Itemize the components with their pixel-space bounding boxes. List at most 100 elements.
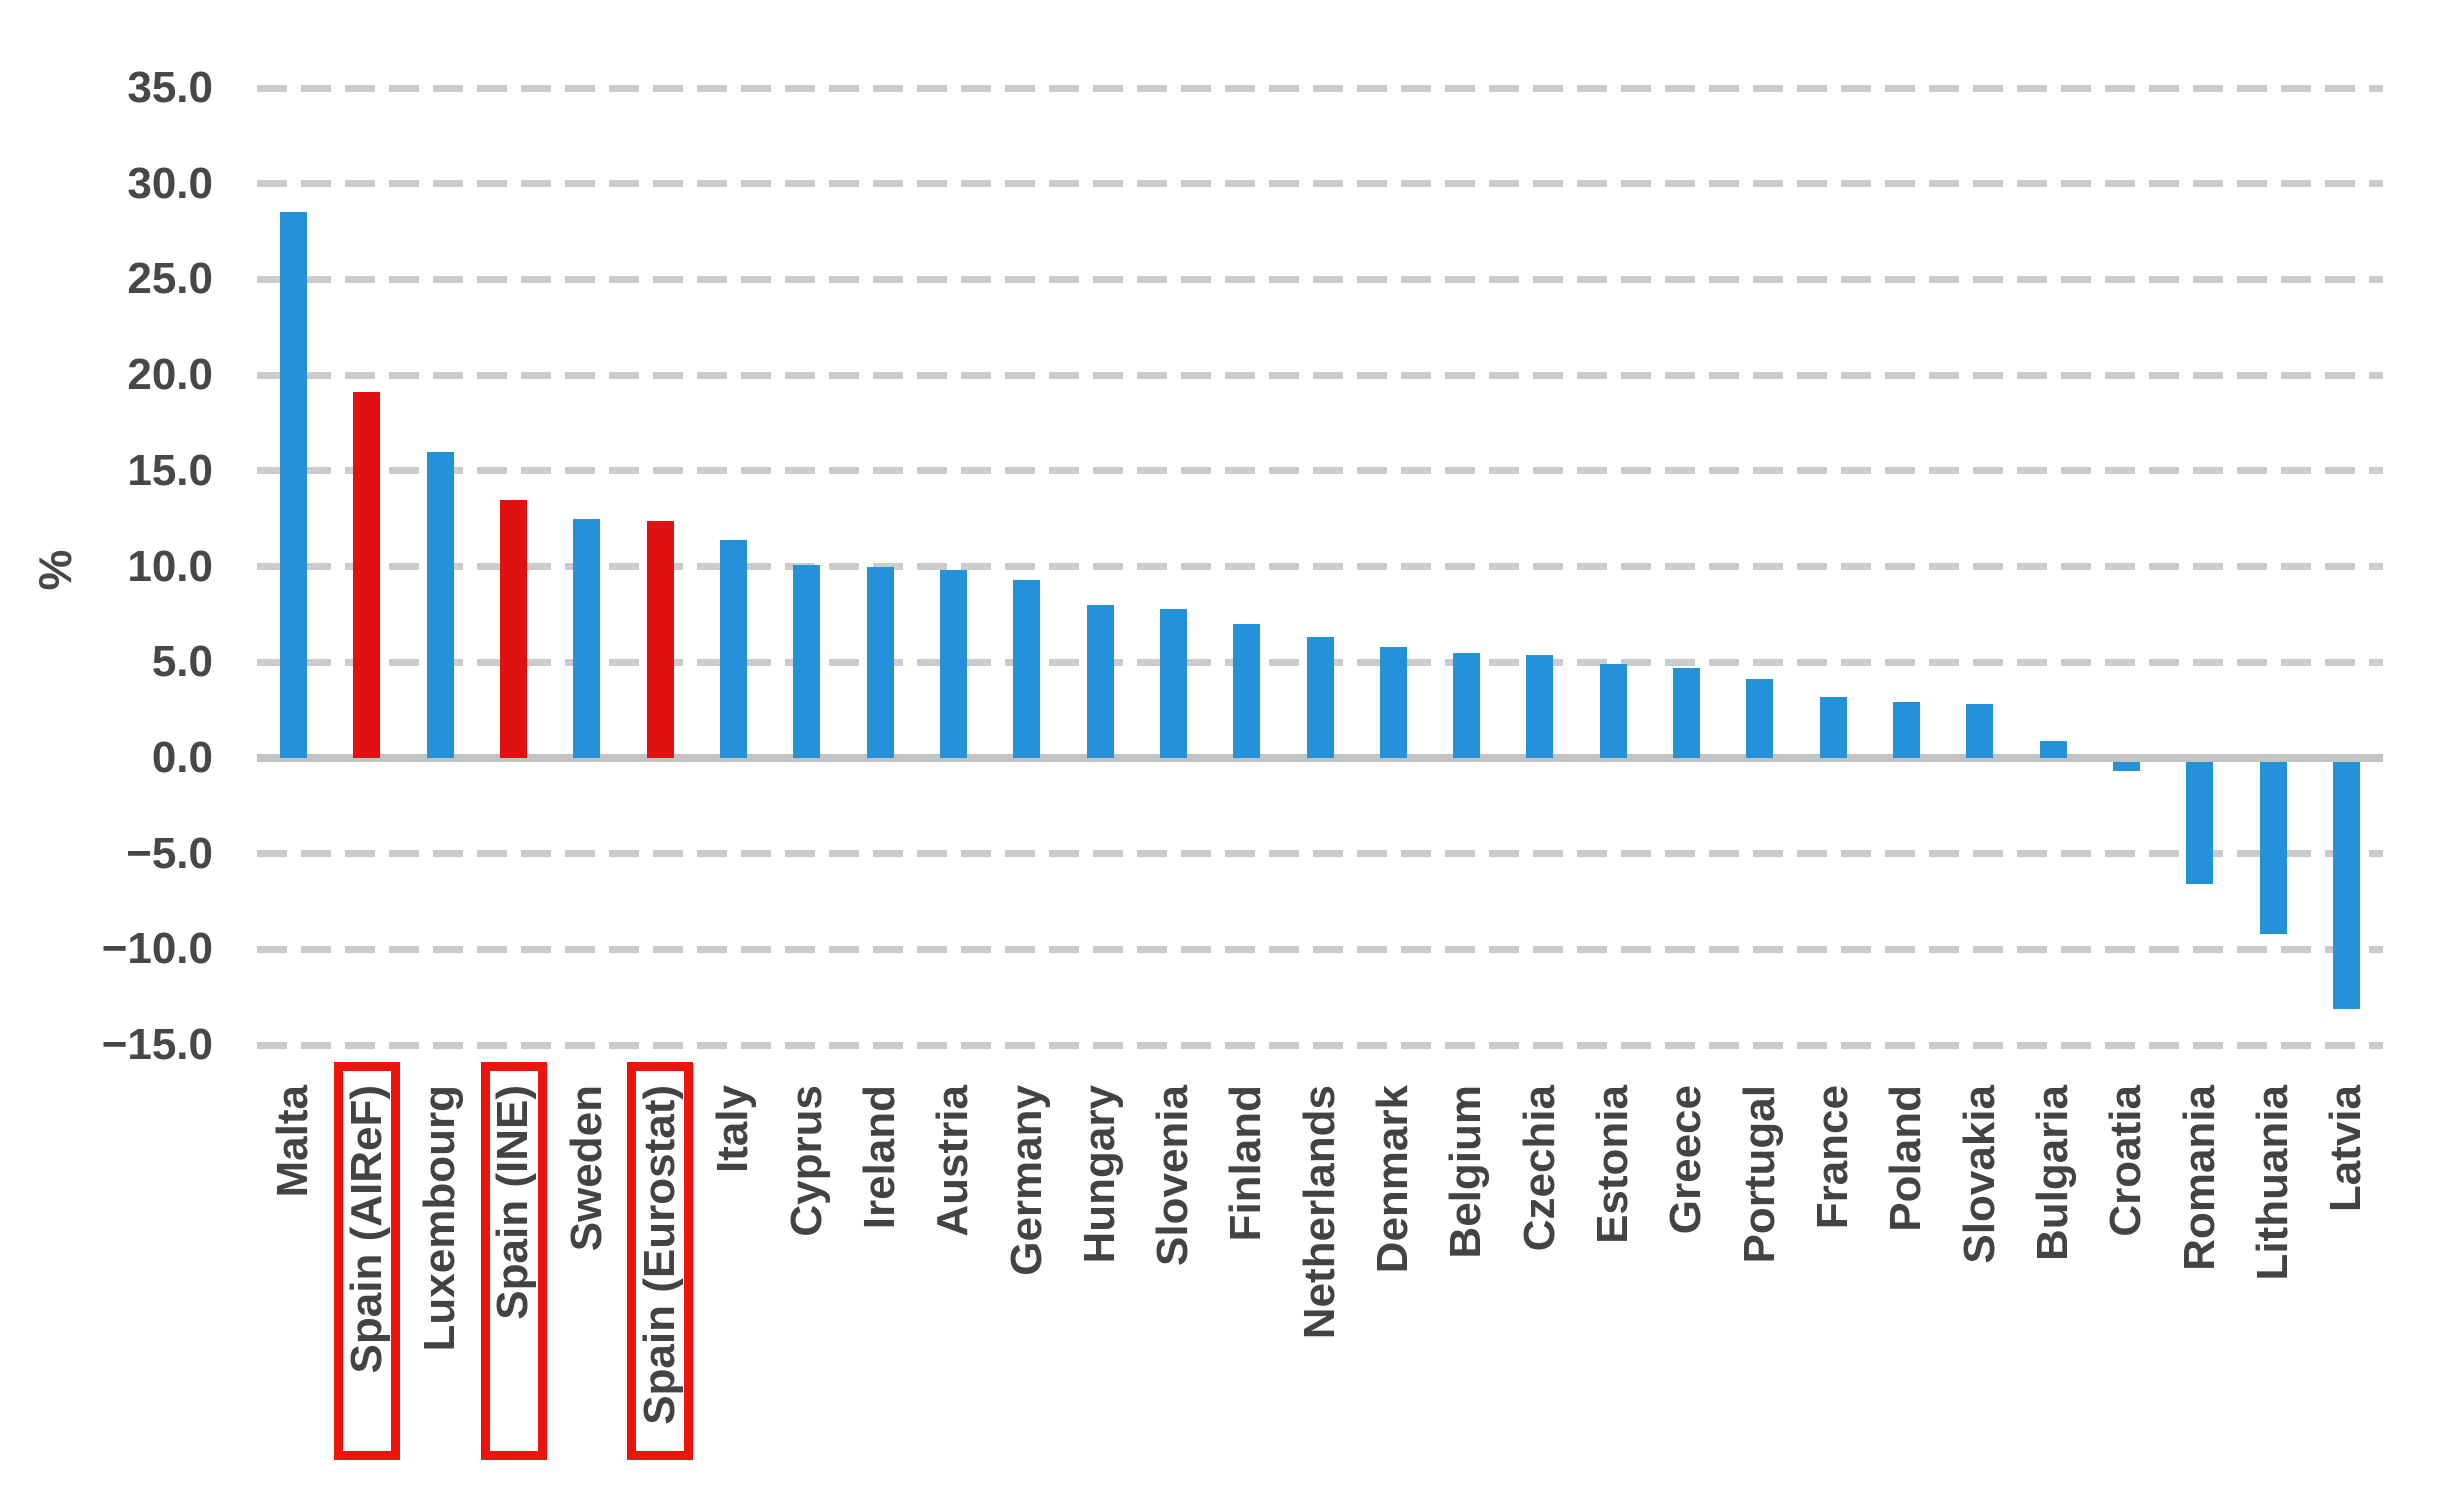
bar-netherlands <box>1306 637 1334 758</box>
bar-cyprus <box>793 564 821 758</box>
bar-germany <box>1013 579 1041 758</box>
gridline-25 <box>257 275 2383 283</box>
bar-spain-ine <box>500 499 528 758</box>
x-label-sweden: Sweden <box>561 1085 611 1252</box>
gridline-20 <box>257 371 2383 379</box>
bar-ireland <box>866 566 894 758</box>
y-tick-label-5: 5.0 <box>151 637 213 687</box>
bar-latvia <box>2332 761 2360 1009</box>
bar-czechia <box>1526 654 1554 758</box>
x-label-czechia: Czechia <box>1514 1085 1564 1252</box>
x-label-latvia: Latvia <box>2321 1085 2371 1213</box>
x-label-slovakia: Slovakia <box>1954 1085 2004 1264</box>
bar-slovenia <box>1159 608 1187 758</box>
bar-belgium <box>1453 652 1481 758</box>
x-label-cell-austria: Austria <box>917 1085 990 1505</box>
bar-bulgaria <box>2039 740 2067 758</box>
x-label-cell-greece: Greece <box>1650 1085 1723 1505</box>
x-label-cell-croatia: Croatia <box>2090 1085 2163 1505</box>
zero-axis-line <box>257 753 2383 762</box>
highlight-box-spain-eurostat <box>627 1062 694 1460</box>
x-label-cell-cyprus: Cyprus <box>770 1085 843 1505</box>
x-label-cell-germany: Germany <box>990 1085 1063 1505</box>
x-label-cell-netherlands: Netherlands <box>1283 1085 1356 1505</box>
gridline-30 <box>257 180 2383 188</box>
bar-spain-eurostat <box>646 520 674 758</box>
y-tick-label-25: 25.0 <box>127 254 213 304</box>
x-label-bulgaria: Bulgaria <box>2027 1085 2077 1262</box>
bar-italy <box>720 539 748 758</box>
x-label-belgium: Belgium <box>1441 1085 1491 1259</box>
x-label-cell-spain-eurostat: Spain (Eurostat) <box>624 1085 697 1505</box>
highlight-box-spain-ine <box>480 1062 547 1460</box>
x-label-cell-poland: Poland <box>1870 1085 1943 1505</box>
x-label-cell-bulgaria: Bulgaria <box>2016 1085 2089 1505</box>
x-label-cell-malta: Malta <box>257 1085 330 1505</box>
bar-austria <box>939 570 967 758</box>
x-label-germany: Germany <box>1001 1085 1051 1276</box>
bar-slovakia <box>1966 704 1994 758</box>
bar-romania <box>2186 761 2214 885</box>
x-label-cell-italy: Italy <box>697 1085 770 1505</box>
bar-hungary <box>1086 604 1114 758</box>
x-label-cell-romania: Romania <box>2163 1085 2236 1505</box>
bar-croatia <box>2112 761 2140 772</box>
x-label-croatia: Croatia <box>2101 1085 2151 1237</box>
x-label-cell-belgium: Belgium <box>1430 1085 1503 1505</box>
y-tick-label-35: 35.0 <box>127 63 213 112</box>
y-tick-label-20: 20.0 <box>127 350 213 400</box>
x-label-cell-lithuania: Lithuania <box>2236 1085 2309 1505</box>
x-label-luxembourg: Luxembourg <box>415 1085 465 1352</box>
bar-poland <box>1892 702 1920 758</box>
x-label-netherlands: Netherlands <box>1294 1085 1344 1340</box>
x-label-cell-hungary: Hungary <box>1063 1085 1136 1505</box>
x-label-spain-airef: Spain (AIReF) <box>341 1085 391 1374</box>
x-label-denmark: Denmark <box>1368 1085 1418 1274</box>
x-label-cell-spain-ine: Spain (INE) <box>477 1085 550 1505</box>
x-label-cell-slovenia: Slovenia <box>1137 1085 1210 1505</box>
x-label-greece: Greece <box>1661 1085 1711 1235</box>
x-label-cell-luxembourg: Luxembourg <box>404 1085 477 1505</box>
bar-sweden <box>573 518 601 758</box>
y-tick-label--10: −10.0 <box>101 924 213 974</box>
x-label-finland: Finland <box>1221 1085 1271 1242</box>
x-label-romania: Romania <box>2174 1085 2224 1271</box>
y-tick-label-15: 15.0 <box>127 445 213 495</box>
x-label-estonia: Estonia <box>1588 1085 1638 1244</box>
x-label-cell-estonia: Estonia <box>1577 1085 1650 1505</box>
gridline--10 <box>257 945 2383 953</box>
highlight-box-spain-airef <box>333 1062 400 1460</box>
x-label-austria: Austria <box>928 1085 978 1237</box>
x-label-cell-france: France <box>1797 1085 1870 1505</box>
gridline-15 <box>257 467 2383 475</box>
x-label-cell-ireland: Ireland <box>843 1085 916 1505</box>
x-label-cell-sweden: Sweden <box>550 1085 623 1505</box>
y-tick-label-0: 0.0 <box>151 732 213 782</box>
x-label-cyprus: Cyprus <box>781 1085 831 1237</box>
x-label-france: France <box>1807 1085 1857 1230</box>
x-label-cell-czechia: Czechia <box>1503 1085 1576 1505</box>
x-label-cell-spain-airef: Spain (AIReF) <box>330 1085 403 1505</box>
bar-malta <box>280 212 308 758</box>
x-label-malta: Malta <box>268 1085 318 1198</box>
x-label-spain-ine: Spain (INE) <box>488 1085 538 1320</box>
x-label-slovenia: Slovenia <box>1148 1085 1198 1266</box>
bar-estonia <box>1599 664 1627 758</box>
x-label-poland: Poland <box>1881 1085 1931 1232</box>
bar-finland <box>1233 623 1261 758</box>
y-tick-label-30: 30.0 <box>127 158 213 208</box>
bar-portugal <box>1746 679 1774 758</box>
y-tick-label-10: 10.0 <box>127 541 213 591</box>
bar-lithuania <box>2259 761 2287 935</box>
gridline--15 <box>257 1041 2383 1049</box>
x-label-italy: Italy <box>708 1085 758 1174</box>
bar-luxembourg <box>426 451 454 758</box>
x-label-cell-slovakia: Slovakia <box>1943 1085 2016 1505</box>
y-tick-label--15: −15.0 <box>101 1020 213 1069</box>
x-label-cell-denmark: Denmark <box>1357 1085 1430 1505</box>
bar-spain-airef <box>353 392 381 758</box>
x-label-portugal: Portugal <box>1734 1085 1784 1264</box>
x-label-cell-portugal: Portugal <box>1723 1085 1796 1505</box>
x-label-hungary: Hungary <box>1074 1085 1124 1264</box>
